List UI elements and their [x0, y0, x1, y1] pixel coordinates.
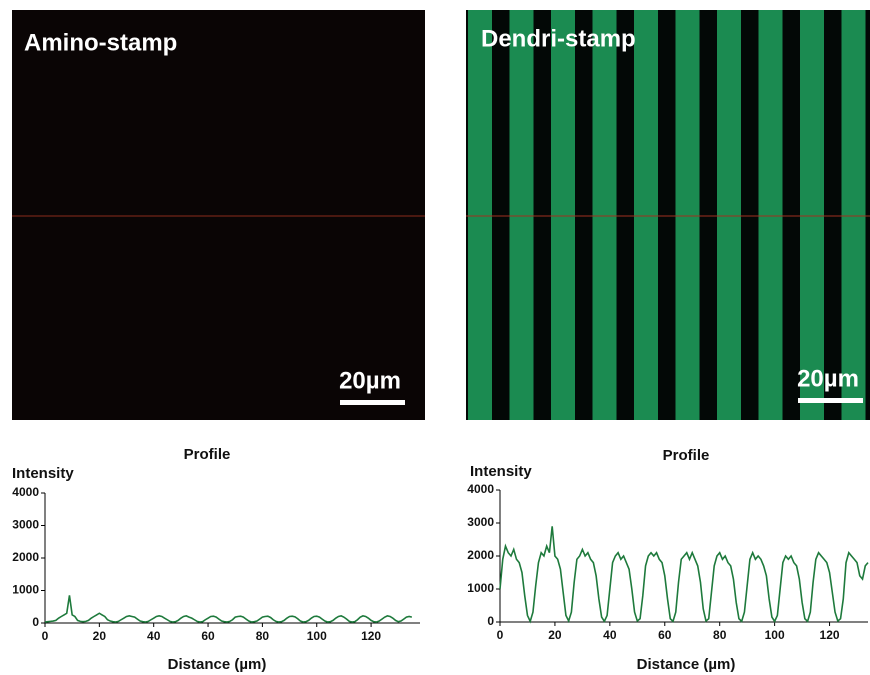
x-tick-label: 40	[603, 628, 617, 642]
stripe	[551, 10, 575, 420]
stripe	[509, 10, 534, 420]
y-axis-label: Intensity	[12, 465, 74, 482]
y-tick-label: 1000	[467, 581, 494, 595]
chart-title: Profile	[663, 447, 710, 464]
x-tick-label: 80	[713, 628, 727, 642]
stripes	[468, 10, 866, 420]
image-label: Amino-stamp	[24, 29, 177, 56]
y-tick-label: 1000	[12, 583, 39, 597]
scale-label: 20µm	[797, 365, 859, 392]
x-tick-label: 100	[765, 628, 785, 642]
y-tick-label: 4000	[467, 482, 494, 496]
stripe	[468, 10, 492, 420]
scale-label: 20µm	[339, 367, 401, 394]
scale-bar	[798, 398, 863, 403]
stripe	[800, 10, 824, 420]
amino-image	[12, 10, 425, 420]
x-tick-label: 120	[820, 628, 840, 642]
x-tick-label: 20	[93, 629, 107, 643]
x-tick-label: 0	[497, 628, 504, 642]
y-tick-label: 0	[487, 614, 494, 628]
x-tick-label: 80	[256, 629, 270, 643]
stripe	[634, 10, 658, 420]
image-label: Dendri-stamp	[481, 25, 636, 52]
x-tick-label: 20	[548, 628, 562, 642]
x-tick-label: 120	[361, 629, 381, 643]
scale-bar	[340, 400, 405, 405]
y-tick-label: 2000	[467, 548, 494, 562]
y-tick-label: 3000	[467, 515, 494, 529]
x-tick-label: 60	[658, 628, 672, 642]
x-tick-label: 60	[201, 629, 215, 643]
y-tick-label: 2000	[12, 550, 39, 564]
profile-line	[44, 595, 413, 623]
y-tick-label: 4000	[12, 485, 39, 499]
x-tick-label: 0	[42, 629, 49, 643]
profile-line	[499, 526, 869, 624]
x-tick-label: 40	[147, 629, 161, 643]
y-tick-label: 3000	[12, 518, 39, 532]
stripe	[841, 10, 866, 420]
y-tick-label: 0	[32, 615, 39, 629]
x-axis-label: Distance (µm)	[168, 656, 267, 673]
x-tick-label: 100	[307, 629, 327, 643]
stripe	[717, 10, 741, 420]
chart-title: Profile	[184, 446, 231, 463]
stripe	[675, 10, 700, 420]
stripe	[758, 10, 783, 420]
stripe	[592, 10, 617, 420]
y-axis-label: Intensity	[470, 463, 532, 480]
x-axis-label: Distance (µm)	[637, 656, 736, 673]
